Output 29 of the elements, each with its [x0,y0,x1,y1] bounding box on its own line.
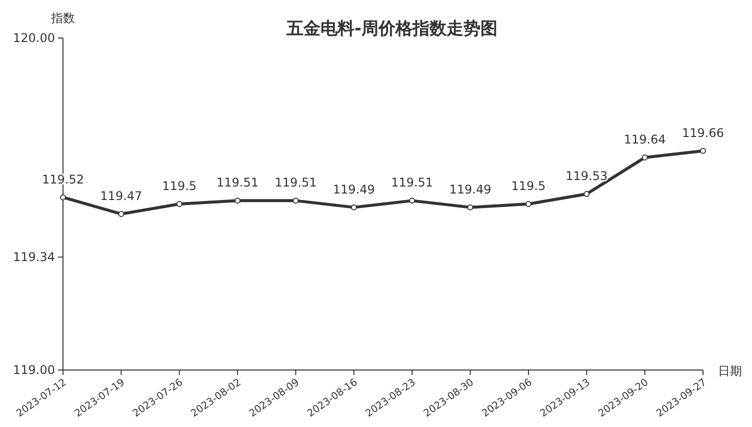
y-tick-label: 119.00 [13,363,55,377]
data-label: 119.51 [216,176,259,190]
y-tick-label: 119.34 [13,250,55,264]
x-axis-title: 日期 [718,364,742,378]
point [525,201,532,207]
point [584,191,590,198]
data-label: 119.66 [682,126,724,140]
data-label: 119.5 [511,179,546,193]
data-label: 119.5 [162,179,197,193]
y-axis-title: 指数 [50,11,75,25]
data-label: 119.51 [274,176,317,190]
point [700,148,706,154]
data-label: 119.64 [624,132,666,147]
y-tick-label: 120.00 [13,31,55,45]
point [642,154,648,161]
point [118,210,124,217]
point [409,198,416,204]
data-label: 119.53 [566,169,608,184]
data-label: 119.49 [449,182,492,196]
point [60,194,66,200]
point [176,201,182,207]
data-label: 119.51 [391,176,434,190]
data-label: 119.49 [332,182,375,196]
point [234,198,241,204]
data-label: 119.47 [100,188,142,203]
point [350,204,357,210]
chart-title: 五金电料-周价格指数走势图 [285,19,498,39]
point [467,204,474,210]
point [292,198,299,204]
